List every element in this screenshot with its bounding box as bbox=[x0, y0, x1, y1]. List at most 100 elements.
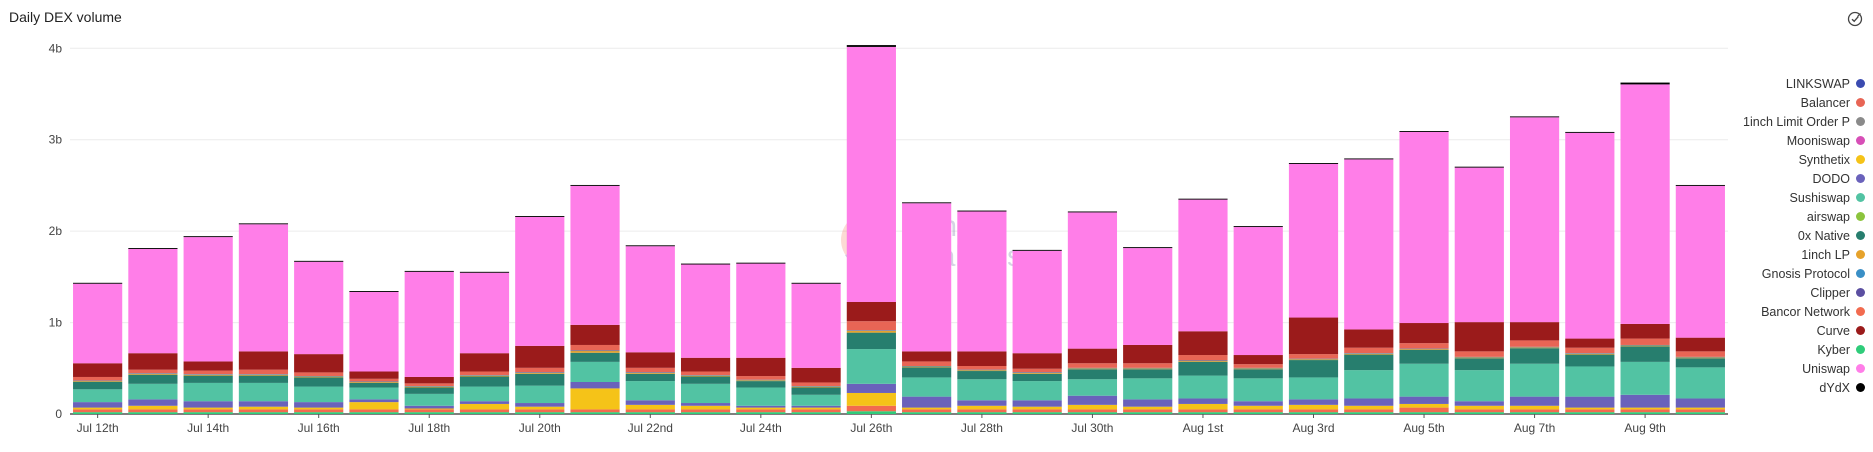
bar-segment bbox=[680, 264, 731, 358]
bar-segment bbox=[570, 185, 620, 325]
bar-segment bbox=[459, 271, 510, 273]
legend-item[interactable]: Gnosis Protocol bbox=[1700, 264, 1865, 283]
bar-segment bbox=[404, 271, 454, 377]
legend-item[interactable]: Synthetix bbox=[1700, 150, 1865, 169]
legend-item[interactable]: LINKSWAP bbox=[1700, 74, 1865, 93]
bar-segment bbox=[1123, 248, 1173, 345]
bar-segment bbox=[1123, 367, 1173, 369]
bar-segment bbox=[1399, 363, 1449, 397]
bar-segment bbox=[1344, 398, 1394, 406]
bar-segment bbox=[238, 382, 289, 402]
bar-segment bbox=[238, 223, 289, 225]
bar-segment bbox=[1288, 354, 1339, 359]
bar-segment bbox=[73, 283, 123, 364]
bar-segment bbox=[1344, 370, 1394, 399]
legend-item[interactable]: airswap bbox=[1700, 207, 1865, 226]
bar-segment bbox=[1233, 367, 1283, 369]
bar-segment bbox=[1565, 347, 1615, 354]
bar-segment bbox=[1344, 354, 1394, 371]
bar-segment bbox=[1675, 184, 1725, 186]
bar-segment bbox=[791, 407, 841, 410]
bar-segment bbox=[515, 216, 565, 346]
legend-item[interactable]: dYdX bbox=[1700, 378, 1865, 397]
legend-item[interactable]: 1inch Limit Order P bbox=[1700, 112, 1865, 131]
bar-segment bbox=[1675, 185, 1725, 338]
legend-swatch bbox=[1856, 155, 1865, 164]
legend-item[interactable]: Kyber bbox=[1700, 340, 1865, 359]
bar-segment bbox=[902, 203, 952, 352]
bar-segment bbox=[1565, 353, 1615, 355]
bar-segment bbox=[1509, 409, 1560, 413]
bar-segment bbox=[570, 409, 620, 413]
legend-item[interactable]: Curve bbox=[1700, 321, 1865, 340]
bar-segment bbox=[73, 402, 123, 408]
bar-segment bbox=[183, 412, 233, 414]
bar-segment bbox=[1178, 360, 1228, 362]
legend-item[interactable]: Bancor Network bbox=[1700, 302, 1865, 321]
bar-segment bbox=[349, 412, 399, 414]
bar-segment bbox=[1675, 409, 1725, 413]
bar-segment bbox=[625, 367, 675, 373]
bar-segment bbox=[1178, 361, 1228, 376]
bar-segment bbox=[238, 401, 289, 407]
legend-swatch bbox=[1856, 383, 1865, 392]
bar-segment bbox=[1675, 357, 1725, 359]
y-tick-label: 2b bbox=[49, 224, 63, 238]
bar-segment bbox=[1178, 409, 1228, 413]
legend-item[interactable]: Uniswap bbox=[1700, 359, 1865, 378]
bar-segment bbox=[515, 367, 565, 373]
bar-segment bbox=[1012, 353, 1062, 369]
bar-segment bbox=[846, 45, 896, 47]
legend-swatch bbox=[1856, 136, 1865, 145]
legend-swatch bbox=[1856, 250, 1865, 259]
bar-segment bbox=[1399, 403, 1449, 408]
bar-segment bbox=[736, 412, 786, 414]
legend-item[interactable]: 1inch LP bbox=[1700, 245, 1865, 264]
bar-segment bbox=[1565, 409, 1615, 413]
bar-segment bbox=[570, 350, 620, 353]
bar-segment bbox=[1675, 407, 1725, 410]
bar-segment bbox=[349, 378, 399, 382]
bar-segment bbox=[73, 380, 123, 382]
bar-segment bbox=[1067, 395, 1118, 405]
bar-segment bbox=[902, 351, 952, 362]
x-tick-label: Aug 1st bbox=[1183, 421, 1224, 435]
x-tick-label: Jul 12th bbox=[77, 421, 119, 435]
bar-segment bbox=[128, 409, 178, 413]
bar-segment bbox=[1565, 132, 1615, 339]
bar-segment bbox=[1454, 409, 1504, 413]
legend-item[interactable]: DODO bbox=[1700, 169, 1865, 188]
bar-segment bbox=[570, 361, 620, 382]
bar-segment bbox=[349, 399, 399, 403]
bar-segment bbox=[404, 386, 454, 388]
bar-segment bbox=[238, 406, 289, 410]
bar-segment bbox=[736, 379, 786, 381]
checkmark-circle-icon[interactable] bbox=[1847, 11, 1863, 27]
bar-segment bbox=[846, 411, 896, 414]
legend-item[interactable]: 0x Native bbox=[1700, 226, 1865, 245]
bar-segment bbox=[846, 46, 896, 302]
bar-segment bbox=[1123, 368, 1173, 370]
bar-segment bbox=[1344, 159, 1394, 330]
legend-item[interactable]: Mooniswap bbox=[1700, 131, 1865, 150]
legend-item[interactable]: Balancer bbox=[1700, 93, 1865, 112]
legend-item[interactable]: Sushiswap bbox=[1700, 188, 1865, 207]
bar-segment bbox=[1233, 401, 1283, 406]
bar-segment bbox=[1454, 167, 1504, 323]
legend-label: Synthetix bbox=[1798, 152, 1850, 167]
bar-segment bbox=[73, 407, 123, 410]
bar-segment bbox=[349, 381, 399, 383]
x-tick-label: Aug 3rd bbox=[1292, 421, 1334, 435]
bar-segment bbox=[459, 376, 510, 387]
bar-segment bbox=[183, 401, 233, 408]
legend-item[interactable]: Clipper bbox=[1700, 283, 1865, 302]
bar-segment bbox=[957, 366, 1007, 370]
bar-segment bbox=[1509, 347, 1560, 349]
bar-segment bbox=[1509, 412, 1560, 414]
bar-segment bbox=[902, 366, 952, 367]
bar-segment bbox=[1454, 357, 1504, 359]
bar-segment bbox=[846, 302, 896, 322]
bar-segment bbox=[238, 374, 289, 376]
legend-swatch bbox=[1856, 98, 1865, 107]
bar-segment bbox=[1288, 377, 1339, 400]
